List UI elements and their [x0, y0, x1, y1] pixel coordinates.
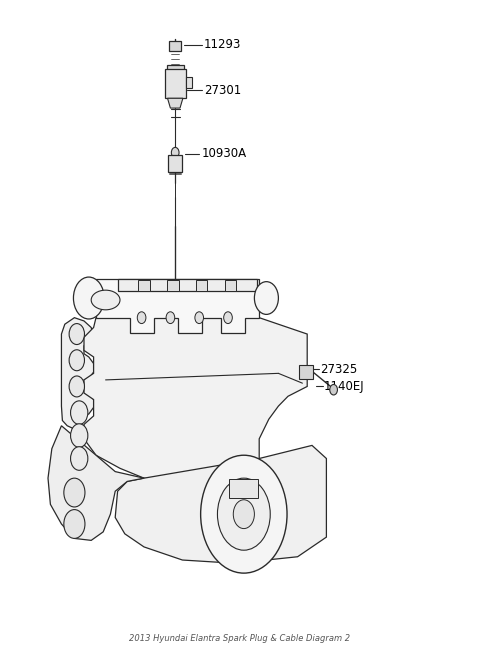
Polygon shape [96, 279, 259, 333]
Polygon shape [118, 279, 257, 291]
Circle shape [171, 147, 179, 158]
Bar [167, 65, 184, 75]
Circle shape [71, 401, 88, 424]
Polygon shape [115, 445, 326, 563]
Bar [165, 69, 186, 98]
Circle shape [69, 324, 84, 345]
Circle shape [69, 350, 84, 371]
Circle shape [73, 277, 104, 319]
Text: 27301: 27301 [204, 84, 241, 97]
Bar [196, 280, 207, 291]
Circle shape [71, 424, 88, 447]
Bar [299, 365, 313, 379]
Text: 2013 Hyundai Elantra Spark Plug & Cable Diagram 2: 2013 Hyundai Elantra Spark Plug & Cable … [130, 634, 350, 643]
Circle shape [254, 282, 278, 314]
Ellipse shape [91, 290, 120, 310]
Text: 10930A: 10930A [202, 147, 247, 160]
Bar [167, 280, 179, 291]
Circle shape [166, 312, 175, 324]
Circle shape [69, 376, 84, 397]
Circle shape [64, 510, 85, 538]
Polygon shape [48, 426, 144, 540]
Polygon shape [61, 318, 94, 429]
Text: 27325: 27325 [320, 363, 358, 376]
Text: 1140EJ: 1140EJ [324, 380, 365, 393]
Bar [168, 155, 182, 172]
Bar [138, 280, 150, 291]
Circle shape [330, 384, 337, 395]
Circle shape [71, 447, 88, 470]
Circle shape [195, 312, 204, 324]
Polygon shape [84, 318, 307, 485]
Bar [169, 41, 181, 51]
Text: 11293: 11293 [204, 38, 241, 51]
Circle shape [201, 455, 287, 573]
Polygon shape [168, 98, 183, 108]
Bar [229, 479, 258, 498]
Circle shape [233, 500, 254, 529]
Circle shape [217, 478, 270, 550]
Circle shape [64, 478, 85, 507]
Circle shape [224, 312, 232, 324]
Bar [186, 77, 192, 88]
Circle shape [137, 312, 146, 324]
Bar [225, 280, 236, 291]
